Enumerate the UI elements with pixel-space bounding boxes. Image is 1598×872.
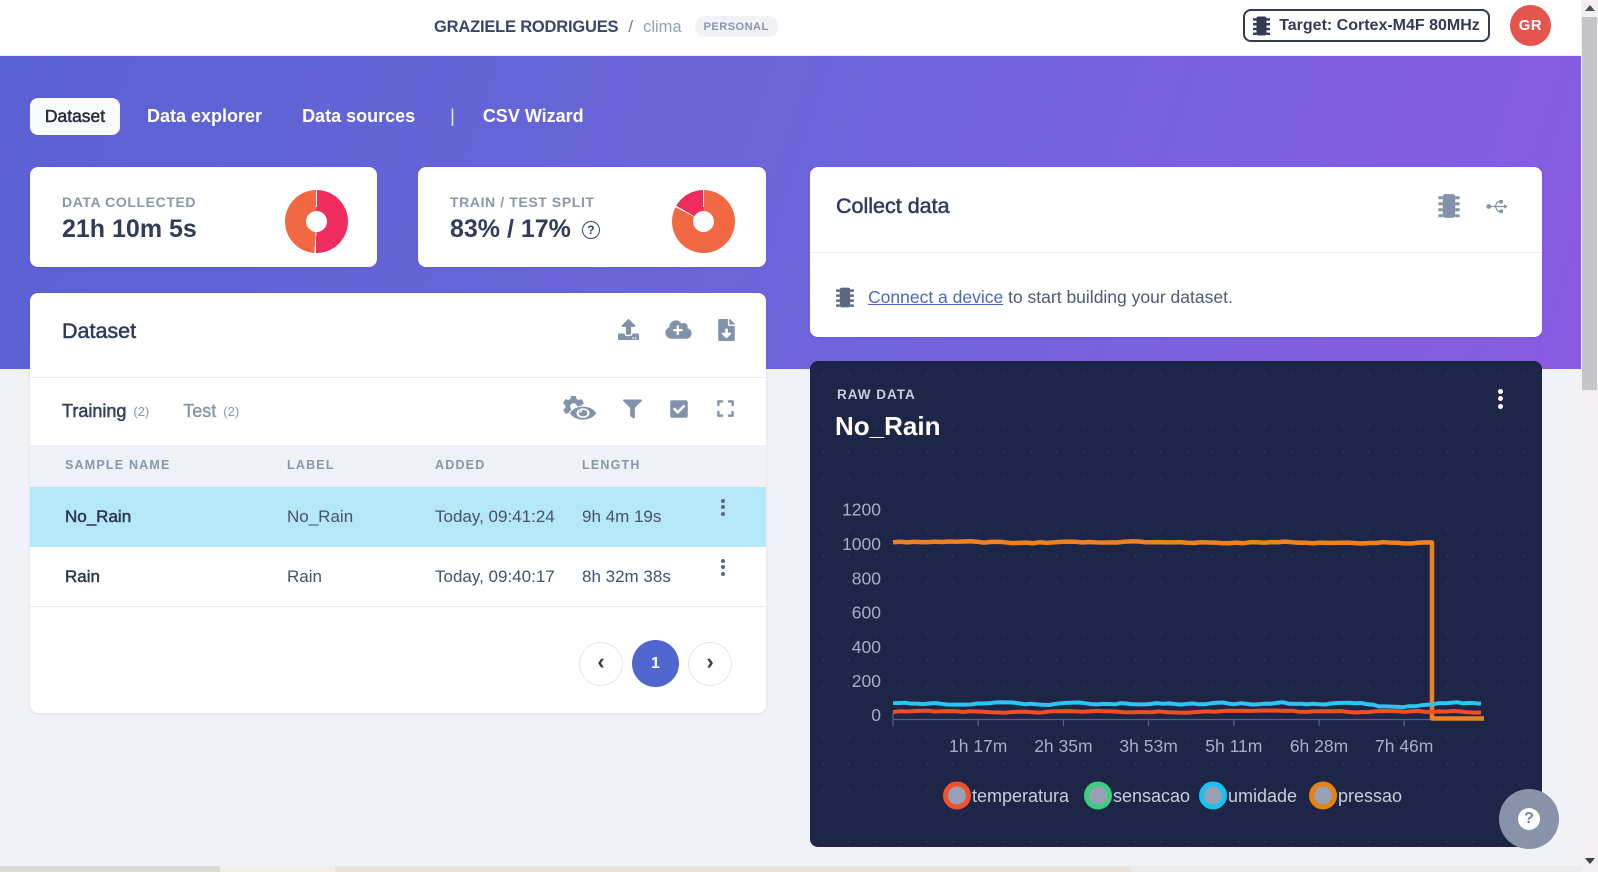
svg-text:umidade: umidade [1228, 786, 1297, 806]
svg-text:3h 53m: 3h 53m [1119, 736, 1177, 756]
svg-text:600: 600 [852, 603, 881, 623]
svg-text:0: 0 [871, 705, 881, 725]
svg-text:pressao: pressao [1338, 786, 1402, 806]
svg-text:1h 17m: 1h 17m [949, 736, 1007, 756]
svg-text:800: 800 [852, 569, 881, 589]
svg-text:1200: 1200 [842, 500, 881, 520]
svg-text:400: 400 [852, 637, 881, 657]
svg-text:1000: 1000 [842, 534, 881, 554]
svg-text:sensacao: sensacao [1113, 786, 1190, 806]
svg-text:temperatura: temperatura [972, 786, 1070, 806]
svg-text:5h 11m: 5h 11m [1205, 736, 1262, 756]
svg-text:6h 28m: 6h 28m [1290, 736, 1348, 756]
svg-text:7h 46m: 7h 46m [1375, 736, 1433, 756]
svg-text:200: 200 [852, 671, 881, 691]
svg-text:2h 35m: 2h 35m [1034, 736, 1092, 756]
